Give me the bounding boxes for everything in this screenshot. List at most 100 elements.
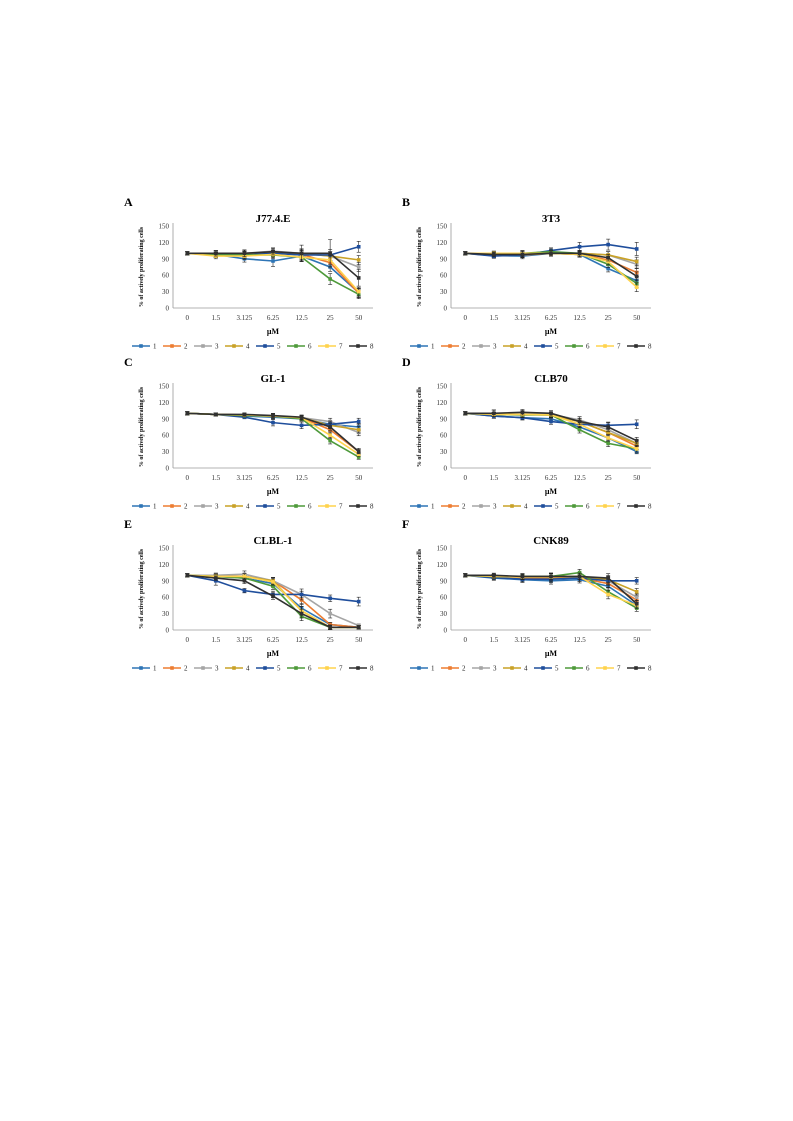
series-8 — [463, 409, 639, 445]
x-tick-label: 6.25 — [267, 474, 280, 482]
legend-label: 7 — [617, 343, 621, 351]
series-8 — [185, 239, 361, 287]
y-tick-label: 120 — [159, 561, 170, 569]
legend-label: 6 — [308, 665, 312, 673]
data-point — [214, 576, 218, 580]
legend-item-1: 1 — [410, 503, 435, 511]
data-point — [606, 436, 610, 440]
x-tick-label: 0 — [186, 314, 190, 322]
x-tick-label: 0 — [464, 314, 468, 322]
legend-label: 1 — [431, 503, 435, 511]
legend: 1 2 3 4 5 6 7 8 — [410, 503, 652, 511]
data-point — [299, 251, 304, 256]
legend-swatch-marker — [294, 504, 298, 508]
data-point — [328, 596, 332, 601]
data-point — [463, 411, 468, 416]
data-point — [549, 411, 553, 416]
legend-swatch-marker — [417, 344, 421, 348]
x-tick-label: 0 — [186, 474, 190, 482]
x-tick-label: 1.5 — [489, 314, 498, 322]
y-tick-label: 60 — [162, 594, 170, 602]
x-axis-label: µM — [267, 649, 280, 658]
legend-swatch-marker — [479, 504, 483, 508]
legend-label: 7 — [617, 503, 621, 511]
legend-item-2: 2 — [163, 665, 188, 673]
data-point — [356, 244, 361, 249]
data-point — [634, 447, 639, 451]
data-point — [185, 411, 190, 416]
legend-swatch-marker — [232, 344, 236, 348]
legend-label: 5 — [555, 665, 559, 673]
y-tick-label: 150 — [437, 223, 448, 231]
legend-label: 7 — [339, 343, 343, 351]
x-tick-label: 25 — [327, 636, 335, 644]
legend-swatch-marker — [572, 504, 576, 508]
x-tick-label: 12.5 — [573, 474, 586, 482]
legend-item-7: 7 — [318, 503, 343, 511]
legend-item-3: 3 — [194, 665, 219, 673]
legend-label: 8 — [370, 343, 374, 351]
data-point — [356, 455, 361, 459]
legend-swatch-marker — [232, 504, 236, 508]
legend-swatch-marker — [201, 344, 205, 348]
legend: 1 2 3 4 5 6 7 8 — [410, 343, 652, 351]
x-tick-label: 25 — [327, 314, 335, 322]
legend-item-1: 1 — [410, 343, 435, 351]
data-point — [271, 413, 275, 418]
y-tick-label: 0 — [166, 305, 170, 313]
data-point — [549, 574, 553, 579]
x-tick-label: 12.5 — [295, 314, 308, 322]
legend-swatch-marker — [263, 666, 267, 670]
series-8 — [463, 250, 639, 281]
data-point — [577, 419, 582, 424]
legend-item-7: 7 — [318, 343, 343, 351]
chart-title: GL-1 — [260, 373, 285, 385]
legend-item-5: 5 — [534, 343, 559, 351]
legend-swatch-marker — [417, 504, 421, 508]
x-tick-label: 6.25 — [267, 314, 280, 322]
legend-item-8: 8 — [349, 503, 374, 511]
legend-swatch-marker — [170, 666, 174, 670]
legend-item-5: 5 — [534, 665, 559, 673]
y-tick-label: 30 — [162, 288, 170, 296]
y-tick-label: 150 — [159, 223, 170, 231]
legend-swatch-marker — [325, 666, 329, 670]
legend-label: 3 — [215, 503, 219, 511]
data-point — [549, 251, 553, 256]
data-point — [634, 579, 639, 583]
legend-label: 1 — [431, 665, 435, 673]
legend-swatch-marker — [201, 666, 205, 670]
legend-label: 4 — [246, 503, 250, 511]
y-axis-label: % of actively proliferating cells — [139, 226, 145, 307]
legend-label: 6 — [308, 343, 312, 351]
legend-label: 1 — [153, 343, 157, 351]
legend-label: 2 — [184, 665, 188, 673]
x-tick-label: 12.5 — [573, 314, 586, 322]
data-point — [242, 251, 247, 256]
legend-label: 1 — [431, 343, 435, 351]
y-tick-label: 150 — [159, 383, 170, 391]
data-point — [356, 427, 361, 432]
legend-swatch-marker — [541, 504, 545, 508]
legend-swatch-marker — [634, 504, 638, 508]
legend-label: 2 — [184, 343, 188, 351]
x-tick-label: 1.5 — [211, 474, 220, 482]
legend-swatch-marker — [263, 344, 267, 348]
legend-swatch-marker — [263, 504, 267, 508]
legend-item-7: 7 — [596, 503, 621, 511]
legend-item-6: 6 — [287, 343, 312, 351]
x-tick-label: 3.125 — [237, 474, 253, 482]
x-tick-label: 6.25 — [267, 636, 280, 644]
data-point — [328, 277, 332, 281]
x-tick-label: 12.5 — [295, 636, 308, 644]
legend-swatch-marker — [325, 504, 329, 508]
chart-title: CNK89 — [533, 535, 569, 547]
data-point — [606, 441, 610, 446]
legend-label: 1 — [153, 665, 157, 673]
data-point — [634, 259, 639, 264]
legend-swatch-marker — [634, 666, 638, 670]
data-point — [356, 258, 361, 262]
legend-label: 5 — [277, 665, 281, 673]
x-axis-label: µM — [545, 649, 558, 658]
